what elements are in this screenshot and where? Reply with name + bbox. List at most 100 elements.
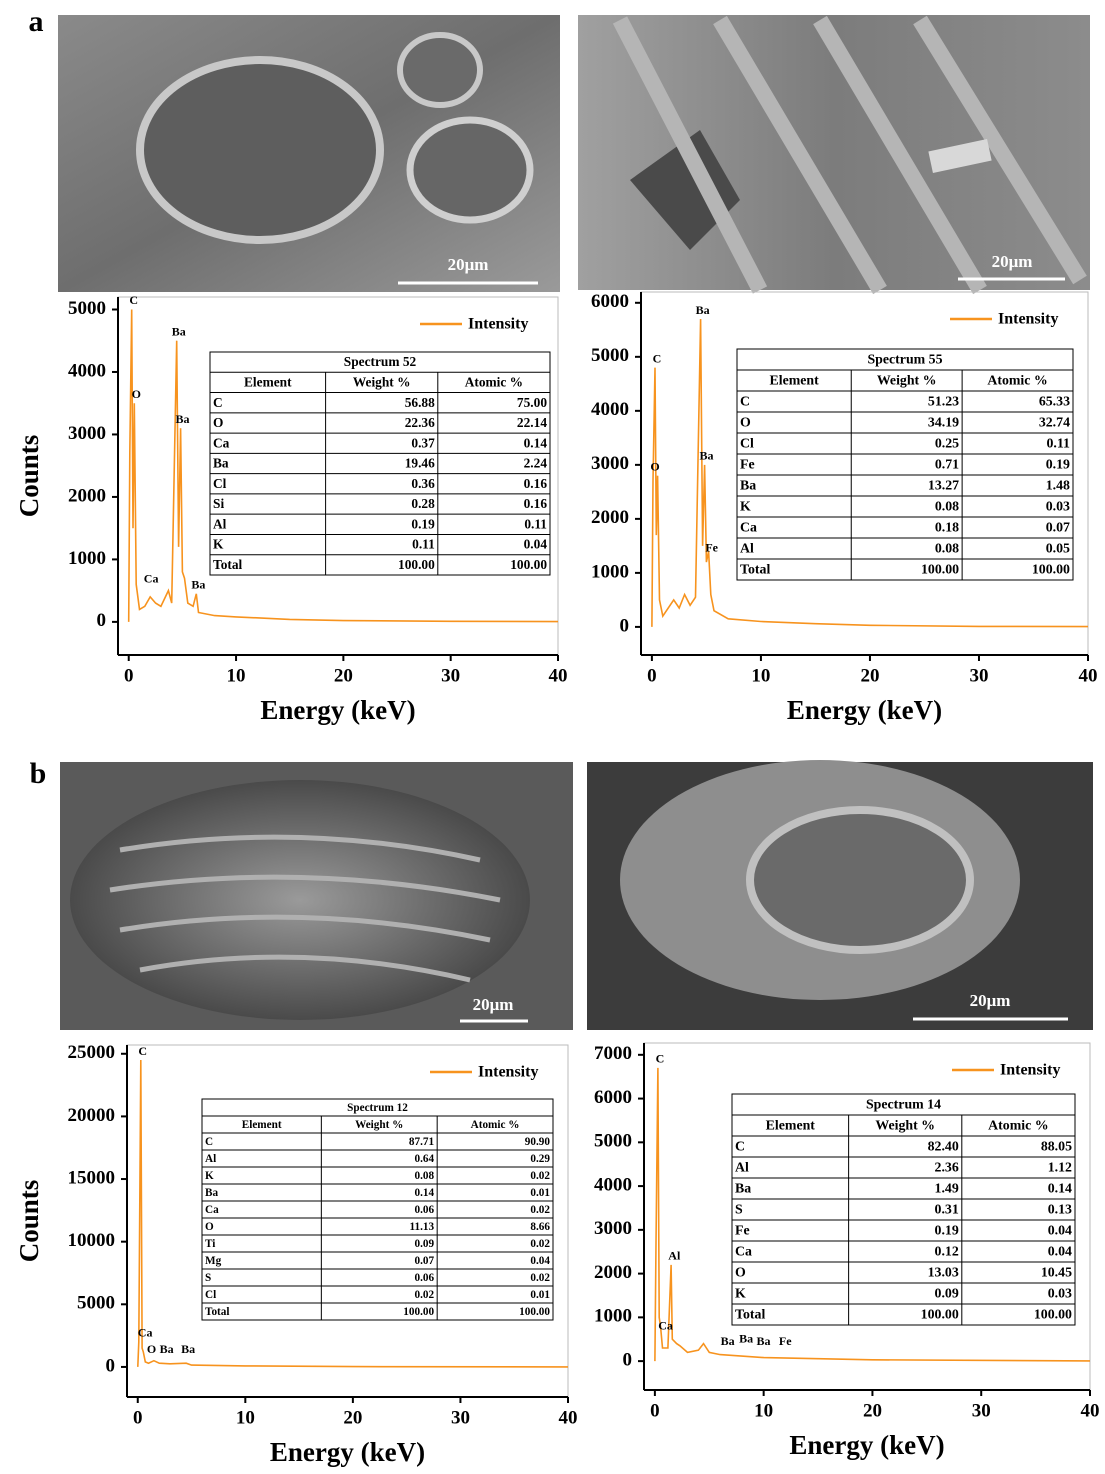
sem-image: 20μm bbox=[60, 762, 573, 1030]
peak-label: O bbox=[147, 1342, 156, 1356]
table-cell: 22.36 bbox=[405, 415, 435, 430]
sem-image: 20μm bbox=[587, 760, 1093, 1030]
table-cell: 0.09 bbox=[935, 1286, 959, 1301]
y-tick-label: 1000 bbox=[591, 561, 629, 582]
x-axis-title: Energy (keV) bbox=[270, 1437, 425, 1467]
table-cell: 0.05 bbox=[1046, 541, 1070, 556]
table-cell: 0.07 bbox=[415, 1255, 435, 1267]
figure: a b 20μm 20μm 20μm 20μm 0100020003000400… bbox=[0, 0, 1105, 1474]
table-cell: 0.36 bbox=[411, 476, 435, 491]
table-title: Spectrum 52 bbox=[344, 354, 417, 369]
table-header: Atomic % bbox=[471, 1119, 520, 1131]
table-cell: S bbox=[735, 1202, 743, 1217]
table-cell: K bbox=[213, 537, 224, 552]
x-axis-title: Energy (keV) bbox=[787, 695, 942, 725]
peak-label: Ba bbox=[700, 449, 714, 463]
x-tick-label: 10 bbox=[754, 1400, 773, 1421]
table-cell: O bbox=[205, 1221, 214, 1233]
table-cell: Total bbox=[205, 1306, 230, 1318]
table-cell: O bbox=[213, 415, 223, 430]
table-cell: 0.11 bbox=[412, 537, 435, 552]
table-cell: 100.00 bbox=[510, 557, 547, 572]
table-cell: 0.18 bbox=[935, 520, 959, 535]
table-title: Spectrum 12 bbox=[347, 1102, 408, 1114]
table-cell: 0.02 bbox=[530, 1170, 550, 1182]
table-cell: Ti bbox=[205, 1238, 215, 1250]
table-header: Element bbox=[769, 373, 819, 388]
table-cell: C bbox=[213, 395, 223, 410]
y-tick-label: 2000 bbox=[594, 1262, 632, 1283]
table-cell: Fe bbox=[740, 457, 755, 472]
peak-label: Ba bbox=[739, 1332, 753, 1346]
y-tick-label: 10000 bbox=[68, 1230, 116, 1251]
table-cell: 10.45 bbox=[1041, 1265, 1072, 1280]
table-cell: 56.88 bbox=[405, 395, 435, 410]
y-tick-label: 1000 bbox=[594, 1306, 632, 1327]
peak-label: Ca bbox=[138, 1326, 153, 1340]
table-header: Atomic % bbox=[987, 373, 1047, 388]
table-cell: Mg bbox=[205, 1255, 222, 1267]
y-axis-title: Counts bbox=[14, 1180, 44, 1263]
table-cell: 0.04 bbox=[1048, 1244, 1072, 1259]
table-cell: 0.02 bbox=[530, 1272, 550, 1284]
x-tick-label: 20 bbox=[860, 665, 879, 686]
table-cell: Fe bbox=[735, 1223, 750, 1238]
y-tick-label: 0 bbox=[620, 615, 630, 636]
table-cell: 0.04 bbox=[524, 537, 548, 552]
y-tick-label: 2000 bbox=[591, 507, 629, 528]
table-cell: 2.36 bbox=[935, 1160, 959, 1175]
table-cell: 0.08 bbox=[935, 499, 959, 514]
peak-label: Ca bbox=[658, 1319, 673, 1333]
y-tick-label: 5000 bbox=[68, 298, 106, 319]
table-cell: 0.06 bbox=[415, 1272, 435, 1284]
table-cell: 1.48 bbox=[1046, 478, 1070, 493]
table-cell: 0.19 bbox=[1046, 457, 1070, 472]
table-cell: Al bbox=[205, 1153, 216, 1165]
table-header: Weight % bbox=[875, 1118, 935, 1133]
table-cell: 13.03 bbox=[928, 1265, 959, 1280]
table-cell: C bbox=[740, 394, 750, 409]
peak-label: Ca bbox=[144, 571, 159, 585]
y-tick-label: 5000 bbox=[591, 345, 629, 366]
x-tick-label: 40 bbox=[1079, 665, 1098, 686]
table-cell: 100.00 bbox=[403, 1306, 434, 1318]
x-axis-title: Energy (keV) bbox=[789, 1430, 944, 1460]
table-cell: 0.06 bbox=[415, 1204, 435, 1216]
x-tick-label: 30 bbox=[972, 1400, 991, 1421]
peak-label: Fe bbox=[779, 1334, 792, 1348]
table-cell: 32.74 bbox=[1039, 415, 1070, 430]
table-cell: Ba bbox=[735, 1181, 751, 1196]
peak-label: Ba bbox=[172, 324, 186, 338]
y-tick-label: 3000 bbox=[591, 453, 629, 474]
table-cell: 0.13 bbox=[1048, 1202, 1072, 1217]
table-cell: 100.00 bbox=[519, 1306, 550, 1318]
table-cell: 75.00 bbox=[517, 395, 547, 410]
table-cell: 8.66 bbox=[530, 1221, 550, 1233]
y-tick-label: 4000 bbox=[594, 1174, 632, 1195]
table-cell: 0.09 bbox=[415, 1238, 435, 1250]
table-cell: 51.23 bbox=[928, 394, 959, 409]
table-cell: 100.00 bbox=[921, 1307, 959, 1322]
peak-label: C bbox=[656, 1052, 665, 1066]
table-cell: 0.01 bbox=[530, 1289, 550, 1301]
peak-label: C bbox=[129, 293, 138, 307]
table-cell: 11.13 bbox=[410, 1221, 435, 1233]
table-cell: 0.16 bbox=[524, 496, 548, 511]
panel-label: b bbox=[30, 757, 47, 790]
table-cell: O bbox=[740, 415, 751, 430]
table-cell: 0.25 bbox=[935, 436, 959, 451]
x-tick-label: 30 bbox=[451, 1407, 470, 1428]
peak-label: Ba bbox=[181, 1342, 195, 1356]
y-tick-label: 0 bbox=[106, 1355, 116, 1376]
x-tick-label: 40 bbox=[559, 1407, 578, 1428]
peak-label: Ba bbox=[160, 1342, 174, 1356]
table-cell: C bbox=[735, 1139, 745, 1154]
legend-label: Intensity bbox=[1000, 1062, 1060, 1079]
panel-label: a bbox=[29, 5, 44, 38]
table-cell: 0.16 bbox=[524, 476, 548, 491]
table-cell: 0.04 bbox=[1048, 1223, 1072, 1238]
table-cell: 0.04 bbox=[530, 1255, 550, 1267]
table-cell: 88.05 bbox=[1041, 1139, 1072, 1154]
table-cell: 0.02 bbox=[415, 1289, 435, 1301]
table-cell: 34.19 bbox=[928, 415, 959, 430]
